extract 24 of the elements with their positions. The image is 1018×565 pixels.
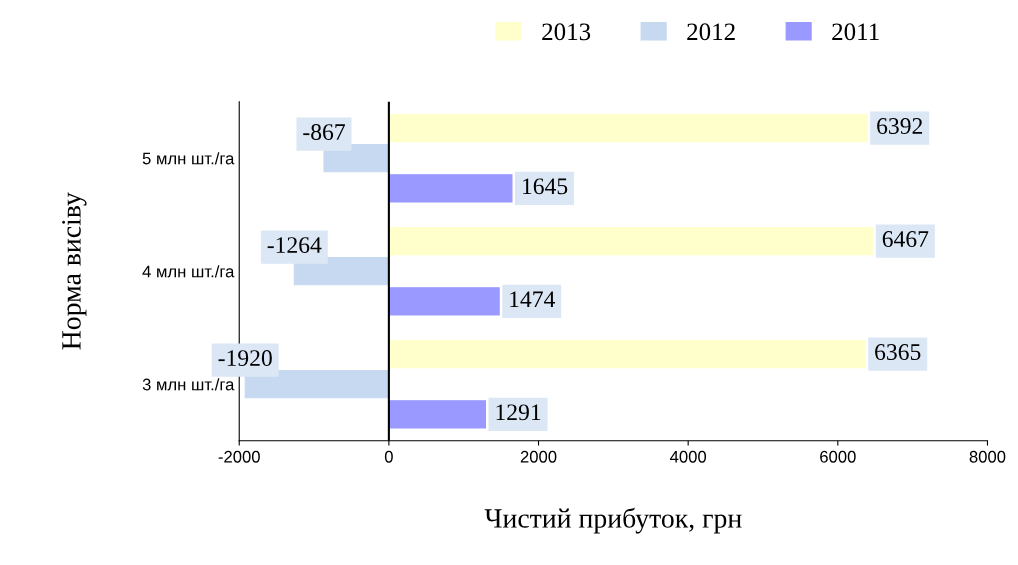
x-tick-label: 8000 xyxy=(969,450,1006,463)
data-label: 6392 xyxy=(877,118,923,134)
legend-label: 2012 xyxy=(687,23,735,41)
data-label: 1645 xyxy=(523,178,568,195)
x-tick-label: 6000 xyxy=(820,450,856,463)
legend-label: 2013 xyxy=(542,23,591,41)
x-tick-label: -2000 xyxy=(218,450,260,463)
x-tick-label: 2000 xyxy=(520,450,557,463)
y-tick-label: 5 млн шт./га xyxy=(142,152,235,165)
legend-label: 2011 xyxy=(832,23,879,41)
x-tick-label: 4000 xyxy=(670,450,707,463)
data-label: 1474 xyxy=(510,291,555,308)
data-label: -1264 xyxy=(267,237,322,253)
data-label: 1291 xyxy=(496,404,541,421)
x-tick-label: 0 xyxy=(384,450,393,463)
bar xyxy=(244,370,390,399)
y-tick-label: 4 млн шт./га xyxy=(142,265,235,278)
data-label: 6365 xyxy=(875,344,921,360)
x-axis-title: Чистий прибуток, грн xyxy=(484,507,742,534)
data-label: 6467 xyxy=(882,231,929,247)
y-tick-label: 3 млн шт./га xyxy=(142,378,235,391)
data-label: -1920 xyxy=(218,350,272,366)
data-label: -867 xyxy=(303,124,345,140)
y-axis-title: Норма висіву xyxy=(62,192,87,350)
